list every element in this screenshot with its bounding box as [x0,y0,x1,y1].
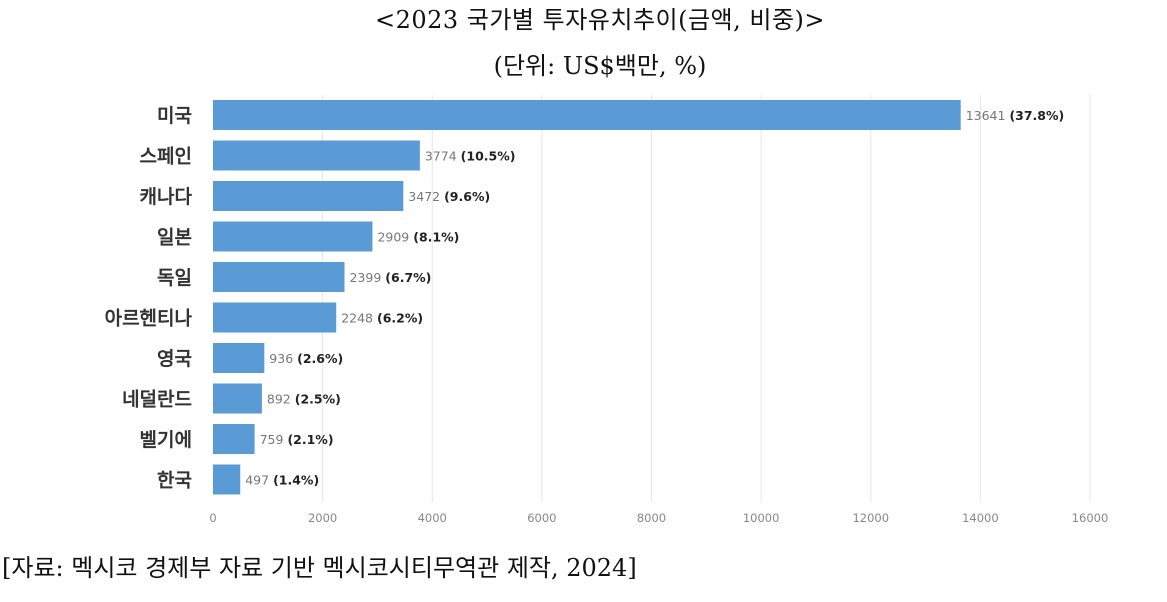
value-label: 3472 [408,189,444,204]
bars [213,100,961,495]
category-label: 스페인 [140,146,192,168]
value-label: 2248 [341,311,377,326]
percent-label: (6.7%) [385,270,431,285]
data-label: 936 (2.6%) [269,351,343,366]
value-label: 2399 [349,270,385,285]
value-label: 13641 [966,108,1010,123]
source-note: [자료: 멕시코 경제부 자료 기반 멕시코시티무역관 제작, 2024] [2,554,637,582]
bar [213,140,420,171]
x-tick-label: 12000 [852,511,889,525]
data-label: 759 (2.1%) [260,432,334,447]
data-label: 3774 (10.5%) [425,149,516,164]
x-tick-label: 6000 [527,511,556,525]
data-labels: 13641 (37.8%) 3774 (10.5%) 3472 (9.6%) 2909… [245,108,1064,488]
data-label: 13641 (37.8%) [966,108,1065,123]
x-tick-label: 8000 [637,511,666,525]
percent-label: (9.6%) [444,189,490,204]
percent-label: (10.5%) [461,149,516,164]
bar [213,221,373,252]
bar [213,383,262,414]
data-label: 497 (1.4%) [245,473,319,488]
bar [213,100,961,130]
x-tick-label: 14000 [962,511,999,525]
value-label: 2909 [377,230,413,245]
bar [213,181,404,211]
value-label: 497 [245,473,273,488]
x-tick-label: 4000 [418,511,447,525]
data-label: 892 (2.5%) [267,392,341,407]
x-tick-label: 2000 [308,511,337,525]
bar [213,424,255,454]
gridlines [322,95,1091,502]
category-label: 한국 [157,470,192,492]
category-label: 독일 [157,267,192,289]
chart-title: <2023 국가별 투자유치추이(금액, 비중)> [374,6,826,34]
category-label: 네덜란드 [122,389,192,411]
category-label: 미국 [157,105,192,127]
category-label: 영국 [157,348,192,370]
x-tick-label: 0 [209,511,216,525]
x-tick-label: 10000 [743,511,780,525]
percent-label: (8.1%) [413,230,459,245]
bar [213,464,241,495]
category-label: 일본 [157,227,192,249]
percent-label: (37.8%) [1009,108,1064,123]
percent-label: (1.4%) [273,473,319,488]
value-label: 759 [260,432,288,447]
value-label: 936 [269,351,297,366]
percent-label: (2.5%) [295,392,341,407]
value-label: 892 [267,392,295,407]
bar [213,262,345,292]
percent-label: (2.1%) [287,432,333,447]
category-label: 벨기에 [140,429,192,451]
bar [213,343,265,373]
category-label: 캐나다 [140,186,193,208]
data-label: 2248 (6.2%) [341,311,423,326]
chart-subtitle: (단위: US$백만, %) [493,52,707,80]
bar [213,302,337,333]
data-label: 2909 (8.1%) [377,230,459,245]
data-label: 2399 (6.7%) [349,270,431,285]
value-label: 3774 [425,149,461,164]
percent-label: (2.6%) [297,351,343,366]
data-label: 3472 (9.6%) [408,189,490,204]
x-axis-tick-labels: 0 2000 4000 6000 8000 10000 12000 14000 16000 [209,511,1108,525]
category-label: 아르헨티나 [105,308,193,330]
x-tick-label: 16000 [1072,511,1109,525]
percent-label: (6.2%) [377,311,423,326]
